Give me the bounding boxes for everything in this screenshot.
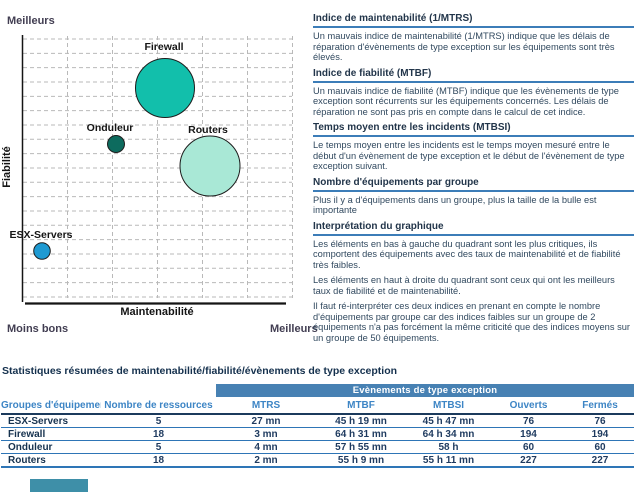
- value-cell: 5: [101, 414, 216, 428]
- stats-title: Statistiques résumées de maintenabilité/…: [2, 365, 398, 377]
- info-section-heading: Interprétation du graphique: [313, 221, 634, 236]
- cropped-ui-element: [30, 479, 88, 492]
- info-section: Indice de maintenabilité (1/MTRS) Un mauv…: [313, 13, 634, 63]
- info-section: Indice de fiabilité (MTBF) Un mauvais ind…: [313, 68, 634, 118]
- bubble-firewall[interactable]: [135, 58, 195, 118]
- info-section-paragraph: Les éléments en bas à gauche du quadrant…: [313, 238, 621, 270]
- table-row: Routers 18 2 mn 55 h 9 mn 55 h 11 mn 227 227: [1, 453, 635, 468]
- value-cell: 18: [101, 453, 216, 468]
- value-cell: 4 mn: [216, 440, 316, 454]
- info-section-heading: Indice de fiabilité (MTBF): [313, 68, 634, 83]
- group-name-cell: Onduleur: [1, 440, 101, 454]
- chart-bottom-left-label: Moins bons: [7, 323, 69, 335]
- bubble-esx-servers[interactable]: [33, 242, 51, 260]
- value-cell: 60: [491, 440, 566, 454]
- table-band-row: Evènements de type exception: [1, 384, 635, 397]
- value-cell: 227: [566, 453, 635, 468]
- value-cell: 60: [566, 440, 635, 454]
- exception-events-band: Evènements de type exception: [216, 384, 635, 397]
- value-cell: 45 h 19 mn: [316, 414, 406, 428]
- col-header-ouverts: Ouverts: [491, 397, 566, 415]
- table-row: Firewall 18 3 mn 64 h 31 mn 64 h 34 mn 194 194: [1, 427, 635, 441]
- value-cell: 57 h 55 mn: [316, 440, 406, 454]
- info-section-paragraph: Un mauvais indice de maintenabilité (1/M…: [313, 31, 615, 62]
- info-section: Nombre d'équipements par groupe Plus il y…: [313, 177, 634, 216]
- info-section-paragraph: Les éléments en haut à droite du quadran…: [313, 275, 615, 296]
- info-section-paragraph: Plus il y a d'équipements dans un groupe…: [313, 194, 597, 216]
- col-header-mtbf: MTBF: [316, 397, 406, 415]
- bubble-chart: Firewall Onduleur Routers ESX-Servers Meill…: [0, 0, 318, 345]
- y-axis-title: Fiabilité: [1, 146, 13, 188]
- bubble-onduleur[interactable]: [107, 135, 125, 153]
- group-name-cell: ESX-Servers: [1, 414, 101, 428]
- band-spacer: [1, 384, 216, 397]
- value-cell: 64 h 31 mn: [316, 427, 406, 441]
- value-cell: 76: [566, 414, 635, 428]
- col-header-ressources: Nombre de ressources: [101, 397, 216, 415]
- value-cell: 55 h 9 mn: [316, 453, 406, 468]
- value-cell: 45 h 47 mn: [406, 414, 491, 428]
- info-section-heading: Nombre d'équipements par groupe: [313, 177, 634, 192]
- chart-bottom-right-label: Meilleurs: [270, 323, 318, 335]
- info-panel: Indice de maintenabilité (1/MTRS) Un mauv…: [313, 13, 634, 348]
- col-header-mtbsi: MTBSI: [406, 397, 491, 415]
- stats-table-body: ESX-Servers 5 27 mn 45 h 19 mn 45 h 47 mn 76 7…: [1, 414, 635, 468]
- bubble-routers[interactable]: [179, 135, 241, 197]
- value-cell: 58 h: [406, 440, 491, 454]
- info-section-heading: Indice de maintenabilité (1/MTRS): [313, 13, 634, 28]
- value-cell: 55 h 11 mn: [406, 453, 491, 468]
- value-cell: 27 mn: [216, 414, 316, 428]
- bubble-label: Onduleur: [87, 122, 134, 134]
- value-cell: 18: [101, 427, 216, 441]
- info-section-paragraph: Il faut ré-interpréter ces deux indices …: [313, 301, 630, 343]
- value-cell: 3 mn: [216, 427, 316, 441]
- value-cell: 5: [101, 440, 216, 454]
- bubble-chart-svg: Firewall Onduleur Routers ESX-Servers: [9, 35, 293, 305]
- x-axis-title: Maintenabilité: [120, 306, 194, 318]
- col-header-fermes: Fermés: [566, 397, 635, 415]
- value-cell: 2 mn: [216, 453, 316, 468]
- value-cell: 194: [566, 427, 635, 441]
- table-header-row: Groupes d'équipements Nombre de ressourc…: [1, 397, 635, 415]
- value-cell: 76: [491, 414, 566, 428]
- group-name-cell: Firewall: [1, 427, 101, 441]
- bubble-label: Routers: [188, 124, 228, 136]
- info-section-paragraph: Le temps moyen entre les incidents est l…: [313, 140, 625, 171]
- bubble-label: Firewall: [144, 41, 183, 53]
- col-header-mtrs: MTRS: [216, 397, 316, 415]
- value-cell: 227: [491, 453, 566, 468]
- info-section: Temps moyen entre les incidents (MTBSI) L…: [313, 122, 634, 172]
- table-row: ESX-Servers 5 27 mn 45 h 19 mn 45 h 47 mn 76 7…: [1, 414, 635, 428]
- group-name-cell: Routers: [1, 453, 101, 468]
- value-cell: 194: [491, 427, 566, 441]
- chart-top-left-label: Meilleurs: [7, 15, 55, 27]
- info-section-paragraph: Un mauvais indice de fiabilité (MTBF) in…: [313, 85, 619, 117]
- info-section: Interprétation du graphique Les éléments …: [313, 221, 634, 344]
- stats-table: Evènements de type exception Groupes d'é…: [1, 384, 635, 468]
- bubble-label: ESX-Servers: [9, 229, 72, 241]
- col-header-groupes: Groupes d'équipements: [1, 397, 101, 415]
- table-row: Onduleur 5 4 mn 57 h 55 mn 58 h 60 60: [1, 440, 635, 454]
- value-cell: 64 h 34 mn: [406, 427, 491, 441]
- info-section-heading: Temps moyen entre les incidents (MTBSI): [313, 122, 634, 137]
